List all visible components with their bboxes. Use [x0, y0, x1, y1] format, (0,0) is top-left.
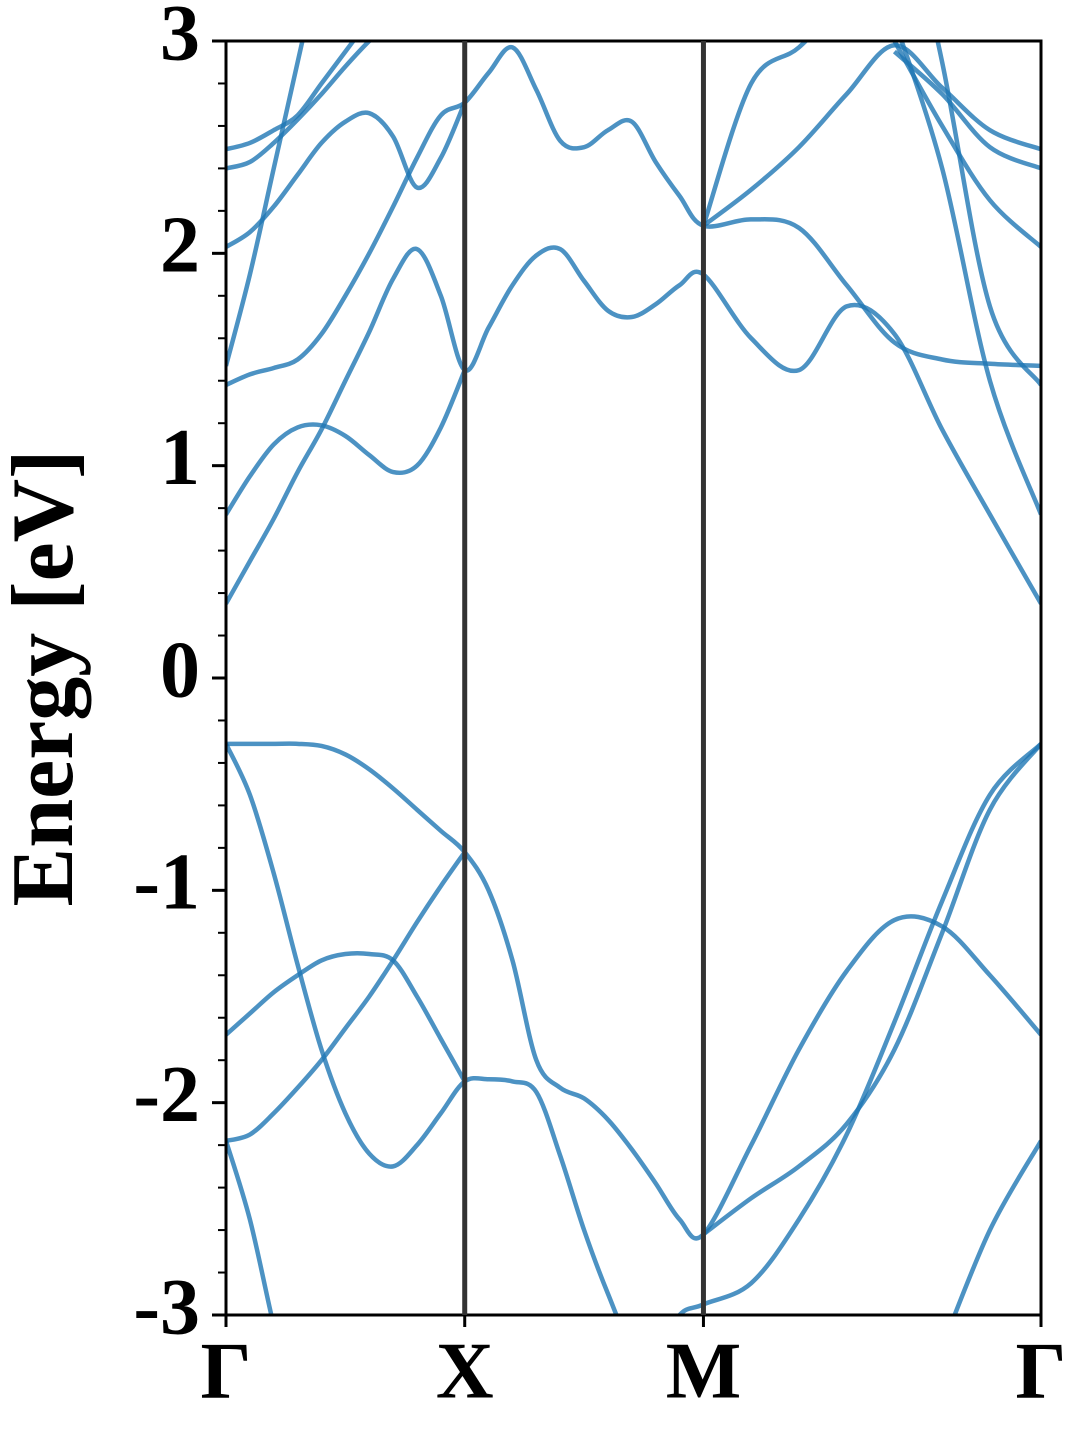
- y-tick-label: 2: [160, 202, 200, 290]
- band-line: [701, 41, 809, 227]
- band-line: [226, 850, 1041, 1315]
- y-axis-label: Energy [eV]: [0, 450, 92, 907]
- x-tick-label: M: [666, 1327, 742, 1415]
- band-line: [226, 41, 1041, 387]
- y-tick-label: -2: [133, 1051, 200, 1139]
- x-tick-label: Γ: [1016, 1327, 1067, 1415]
- band-line: [226, 45, 1041, 388]
- band-line: [226, 245, 1041, 605]
- y-tick-label: -1: [133, 839, 200, 927]
- y-tick-label: 0: [160, 626, 200, 714]
- band-line: [226, 741, 1041, 1241]
- band-line: [226, 742, 1041, 1315]
- band-line: [226, 41, 1041, 516]
- band-line: [226, 41, 1041, 171]
- band-line: [226, 41, 1041, 228]
- x-tick-label: Γ: [201, 1327, 252, 1415]
- y-tick-label: -3: [133, 1263, 200, 1351]
- bands: [226, 41, 1041, 1315]
- y-tick-label: 1: [160, 414, 200, 502]
- band-line: [226, 742, 1041, 1237]
- band-line: [226, 1140, 274, 1315]
- band-line: [226, 41, 1041, 249]
- x-tick-label: X: [436, 1327, 494, 1415]
- y-tick-label: 3: [160, 0, 200, 77]
